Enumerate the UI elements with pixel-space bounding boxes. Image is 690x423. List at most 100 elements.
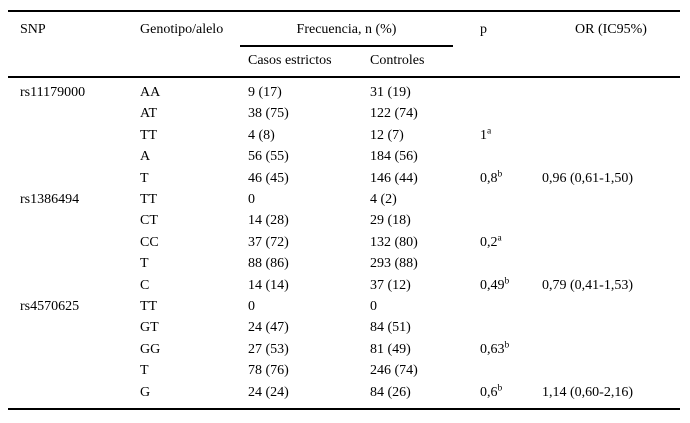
snp-cell [8,275,140,296]
cases-cell: 0 [248,192,255,208]
controls-cell: 184 (56) [370,149,418,165]
controls-cell: 29 (18) [370,213,411,229]
cases-cell: 46 (45) [248,170,289,186]
table-row: AT 38 (75) 122 (74) [8,103,680,124]
p-value-cell [478,296,542,317]
table-row: TT 4 (8) 12 (7) 1a [8,125,680,146]
snp-cell [8,232,140,253]
genotype-cell: A [140,149,151,165]
p-value-cell: 0,6b [480,383,503,400]
genotype-cell: T [140,170,149,186]
snp-cell: rs4570625 [20,299,80,315]
p-value-cell: 0,8b [480,168,503,186]
or-cell [542,360,680,381]
table-body: rs11179000 AA 9 (17) 31 (19) AT 38 (75) 122 (7… [8,77,680,409]
genotype-cell: CT [140,213,158,229]
genotype-cell: T [140,256,149,272]
or-cell: 0,79 (0,41-1,53) [542,277,633,293]
table-row: CC 37 (72) 132 (80) 0,2a [8,232,680,253]
snp-cell [8,103,140,124]
footnote-marker: a [487,126,492,137]
table-row: C 14 (14) 37 (12) 0,49b 0,79 (0,41-1,53) [8,275,680,296]
snp-cell [8,382,140,409]
genotype-cell: TT [140,192,158,208]
p-value-cell [478,146,542,167]
genotype-cell: CC [140,234,159,250]
genotype-cell: T [140,363,149,379]
p-value-cell: 0,63b [480,340,510,357]
footnote-marker: b [497,168,503,179]
or-cell [542,253,680,274]
cases-cell: 56 (55) [248,149,289,165]
or-cell [542,189,680,210]
col-header-or: OR (IC95%) [575,22,647,37]
p-value-cell [478,317,542,338]
cases-cell: 0 [248,299,255,315]
p-value-cell [478,253,542,274]
controls-cell: 81 (49) [370,341,411,357]
footnote-marker: b [504,276,510,286]
table-row: rs1386494 TT 0 4 (2) [8,189,680,210]
or-cell: 0,96 (0,61-1,50) [542,170,633,186]
table-row: rs4570625 TT 0 0 [8,296,680,317]
p-value-cell [478,189,542,210]
cases-cell: 14 (14) [248,277,289,293]
table-row: CT 14 (28) 29 (18) [8,210,680,231]
p-value-cell: 0,49b [480,276,510,293]
snp-cell [8,360,140,381]
or-cell [542,317,680,338]
or-cell: 1,14 (0,60-2,16) [542,384,633,400]
controls-cell: 84 (26) [370,384,411,400]
or-cell [542,210,680,231]
table-header: SNP Genotipo/alelo Frecuencia, n (%) p O… [8,11,680,77]
cases-cell: 24 (24) [248,384,289,400]
or-cell [542,77,680,103]
cases-cell: 4 (8) [248,127,275,143]
col-header-controls: Controles [370,53,425,68]
genotype-cell: TT [140,127,158,143]
table-row: GG 27 (53) 81 (49) 0,63b [8,339,680,360]
controls-cell: 12 (7) [370,127,404,143]
genotype-cell: GG [140,341,161,357]
p-value-cell: 0,2a [480,233,502,250]
col-header-p: p [480,22,487,37]
cases-cell: 37 (72) [248,234,289,250]
snp-cell [8,210,140,231]
controls-cell: 84 (51) [370,320,411,336]
p-value-cell [478,360,542,381]
table-container: SNP Genotipo/alelo Frecuencia, n (%) p O… [8,10,680,411]
table-row: A 56 (55) 184 (56) [8,146,680,167]
cases-cell: 24 (47) [248,320,289,336]
footnote-marker: b [504,340,510,351]
snp-cell [8,168,140,189]
cases-cell: 9 (17) [248,85,282,100]
col-header-frequency-group: Frecuencia, n (%) [240,11,478,47]
snp-cell [8,146,140,167]
col-header-genotype: Genotipo/alelo [140,22,224,37]
or-cell [542,146,680,167]
table-row: T 88 (86) 293 (88) [8,253,680,274]
controls-cell: 4 (2) [370,192,397,208]
snp-cell: rs1386494 [20,192,80,208]
table-row: G 24 (24) 84 (26) 0,6b 1,14 (0,60-2,16) [8,382,680,409]
cases-cell: 14 (28) [248,213,289,229]
snp-cell [8,125,140,146]
table-row: rs11179000 AA 9 (17) 31 (19) [8,77,680,103]
snp-cell: rs11179000 [20,85,86,100]
footnote-marker: a [497,233,502,244]
controls-cell: 0 [370,299,377,315]
header-row-top: SNP Genotipo/alelo Frecuencia, n (%) p O… [8,11,680,47]
controls-cell: 31 (19) [370,85,411,100]
genotype-cell: GT [140,320,159,336]
snp-cell [8,253,140,274]
controls-cell: 37 (12) [370,277,411,293]
controls-cell: 146 (44) [370,170,418,186]
frequency-group-label: Frecuencia, n (%) [240,12,453,47]
snp-cell [8,339,140,360]
or-cell [542,339,680,360]
col-header-cases: Casos estrictos [248,53,332,68]
genotype-cell: C [140,277,150,293]
cases-cell: 27 (53) [248,341,289,357]
or-cell [542,232,680,253]
